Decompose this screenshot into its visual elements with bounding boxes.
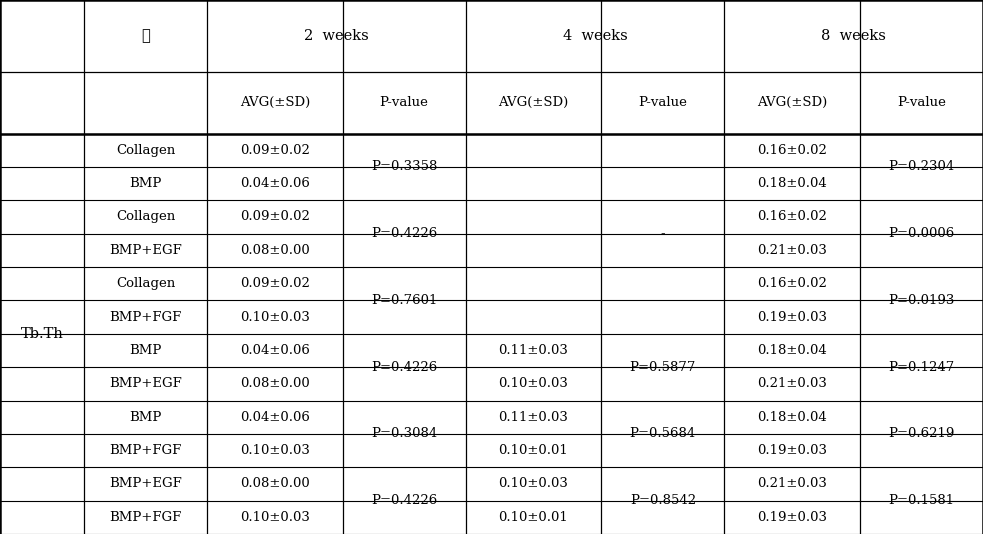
- Text: P=0.0193: P=0.0193: [889, 294, 954, 307]
- Text: 0.08±0.00: 0.08±0.00: [240, 378, 310, 390]
- Text: 0.08±0.00: 0.08±0.00: [240, 244, 310, 257]
- Text: 0.16±0.02: 0.16±0.02: [757, 277, 827, 290]
- Text: 4  weeks: 4 weeks: [562, 29, 627, 43]
- Text: 0.10±0.01: 0.10±0.01: [498, 511, 568, 524]
- Text: BMP+FGF: BMP+FGF: [109, 444, 182, 457]
- Text: 0.10±0.01: 0.10±0.01: [498, 444, 568, 457]
- Text: BMP: BMP: [129, 411, 161, 423]
- Text: P=0.5877: P=0.5877: [630, 360, 696, 374]
- Text: P=0.2304: P=0.2304: [889, 160, 954, 174]
- Text: P=0.1581: P=0.1581: [889, 494, 954, 507]
- Text: BMP+FGF: BMP+FGF: [109, 511, 182, 524]
- Text: P=0.7601: P=0.7601: [371, 294, 437, 307]
- Text: 0.04±0.06: 0.04±0.06: [240, 344, 310, 357]
- Text: Collagen: Collagen: [116, 210, 175, 223]
- Text: P=0.0006: P=0.0006: [889, 227, 954, 240]
- Text: 0.18±0.04: 0.18±0.04: [757, 344, 827, 357]
- Text: 0.21±0.03: 0.21±0.03: [757, 477, 827, 490]
- Text: P=0.4226: P=0.4226: [371, 227, 437, 240]
- Text: 0.10±0.03: 0.10±0.03: [240, 511, 310, 524]
- Text: 0.16±0.02: 0.16±0.02: [757, 144, 827, 156]
- Text: 0.10±0.03: 0.10±0.03: [240, 311, 310, 324]
- Text: 0.09±0.02: 0.09±0.02: [240, 277, 310, 290]
- Text: P=0.4226: P=0.4226: [371, 494, 437, 507]
- Text: 8  weeks: 8 weeks: [821, 29, 886, 43]
- Text: Tb.Th: Tb.Th: [21, 327, 63, 341]
- Text: P=0.6219: P=0.6219: [889, 427, 954, 441]
- Text: AVG(±SD): AVG(±SD): [240, 96, 310, 109]
- Text: 0.08±0.00: 0.08±0.00: [240, 477, 310, 490]
- Text: P=0.3084: P=0.3084: [371, 427, 437, 441]
- Text: 0.19±0.03: 0.19±0.03: [757, 311, 827, 324]
- Text: 군: 군: [142, 29, 149, 43]
- Text: -: -: [661, 227, 665, 240]
- Text: P=0.8542: P=0.8542: [630, 494, 696, 507]
- Text: 0.09±0.02: 0.09±0.02: [240, 210, 310, 223]
- Text: 0.10±0.03: 0.10±0.03: [498, 477, 568, 490]
- Text: BMP: BMP: [129, 344, 161, 357]
- Text: 0.19±0.03: 0.19±0.03: [757, 444, 827, 457]
- Text: 0.11±0.03: 0.11±0.03: [498, 411, 568, 423]
- Text: 0.04±0.06: 0.04±0.06: [240, 177, 310, 190]
- Text: P-value: P-value: [638, 96, 687, 109]
- Text: 0.18±0.04: 0.18±0.04: [757, 177, 827, 190]
- Text: 0.09±0.02: 0.09±0.02: [240, 144, 310, 156]
- Text: BMP+EGF: BMP+EGF: [109, 477, 182, 490]
- Text: 0.04±0.06: 0.04±0.06: [240, 411, 310, 423]
- Text: AVG(±SD): AVG(±SD): [498, 96, 568, 109]
- Text: P-value: P-value: [379, 96, 429, 109]
- Text: BMP+EGF: BMP+EGF: [109, 378, 182, 390]
- Text: 2  weeks: 2 weeks: [304, 29, 369, 43]
- Text: 0.16±0.02: 0.16±0.02: [757, 210, 827, 223]
- Text: BMP+EGF: BMP+EGF: [109, 244, 182, 257]
- Text: P-value: P-value: [897, 96, 946, 109]
- Text: 0.21±0.03: 0.21±0.03: [757, 244, 827, 257]
- Text: Collagen: Collagen: [116, 144, 175, 156]
- Text: P=0.3358: P=0.3358: [371, 160, 437, 174]
- Text: 0.10±0.03: 0.10±0.03: [498, 378, 568, 390]
- Text: P=0.4226: P=0.4226: [371, 360, 437, 374]
- Text: BMP+FGF: BMP+FGF: [109, 311, 182, 324]
- Text: P=0.5684: P=0.5684: [630, 427, 696, 441]
- Text: 0.11±0.03: 0.11±0.03: [498, 344, 568, 357]
- Text: AVG(±SD): AVG(±SD): [757, 96, 828, 109]
- Text: BMP: BMP: [129, 177, 161, 190]
- Text: 0.10±0.03: 0.10±0.03: [240, 444, 310, 457]
- Text: 0.19±0.03: 0.19±0.03: [757, 511, 827, 524]
- Text: P=0.1247: P=0.1247: [889, 360, 954, 374]
- Text: 0.18±0.04: 0.18±0.04: [757, 411, 827, 423]
- Text: 0.21±0.03: 0.21±0.03: [757, 378, 827, 390]
- Text: Collagen: Collagen: [116, 277, 175, 290]
